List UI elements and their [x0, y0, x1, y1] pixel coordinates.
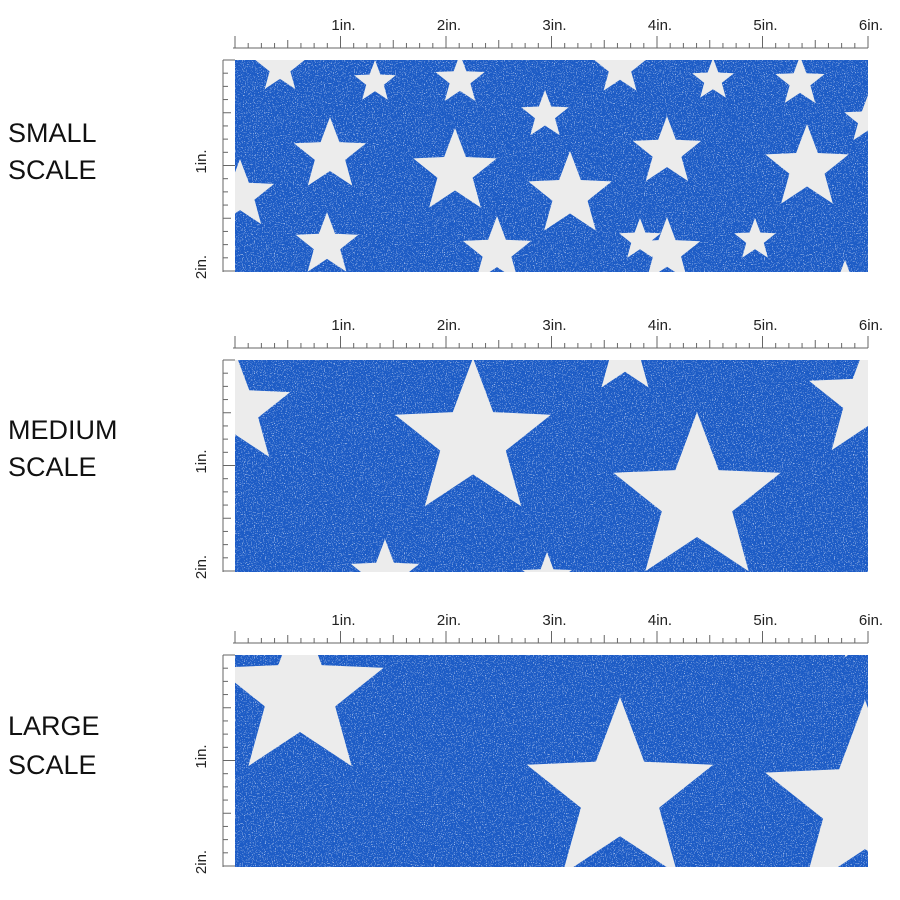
scale-label: MEDIUM	[8, 415, 118, 445]
scale-label: SCALE	[8, 750, 97, 780]
ruler-label: 1in.	[193, 149, 210, 173]
star	[528, 151, 612, 231]
star	[413, 128, 497, 208]
star	[844, 655, 849, 658]
star	[809, 360, 868, 451]
ruler-label: 5in.	[753, 317, 777, 334]
star	[775, 60, 825, 103]
ruler-label: 2in.	[193, 255, 210, 279]
star	[235, 360, 291, 457]
scale-panel: MEDIUM SCALE 1in. 2in. 3in. 4in. 5in. 6in. 1in. 2…	[8, 317, 883, 579]
ruler-label: 5in.	[753, 17, 777, 34]
ruler-label: 2in.	[193, 555, 210, 579]
ruler-label: 1in.	[331, 17, 355, 34]
ruler-label: 4in.	[648, 612, 672, 629]
ruler-label: 2in.	[437, 317, 461, 334]
ruler-label: 2in.	[193, 850, 210, 874]
star	[521, 90, 569, 136]
ruler-label: 1in.	[193, 744, 210, 768]
star	[765, 700, 868, 867]
star	[350, 539, 420, 572]
glitter	[235, 360, 868, 572]
star	[613, 412, 781, 572]
fabric-swatch	[235, 60, 868, 272]
ruler-label: 2in.	[437, 612, 461, 629]
ruler-label: 1in.	[331, 612, 355, 629]
ruler-label: 6in.	[859, 317, 883, 334]
scale-label: LARGE	[8, 711, 100, 741]
star	[844, 95, 868, 141]
ruler-label: 1in.	[193, 449, 210, 473]
ruler-label: 5in.	[753, 612, 777, 629]
scale-label: SMALL	[8, 118, 97, 148]
star	[435, 60, 485, 101]
ruler-label: 2in.	[437, 17, 461, 34]
star	[293, 117, 367, 186]
ruler-label: 1in.	[331, 317, 355, 334]
star	[354, 60, 396, 100]
star	[255, 60, 305, 89]
scale-label: SCALE	[8, 452, 97, 482]
star	[462, 216, 532, 272]
ruler-label: 6in.	[859, 612, 883, 629]
star	[734, 218, 776, 258]
star	[295, 212, 359, 272]
star	[235, 159, 275, 225]
star	[692, 60, 734, 98]
star	[765, 124, 849, 204]
ruler-label: 4in.	[648, 17, 672, 34]
ruler-label: 3in.	[542, 317, 566, 334]
ruler-label: 3in.	[542, 17, 566, 34]
star	[601, 360, 649, 388]
star	[619, 218, 661, 258]
scale-label: SCALE	[8, 155, 97, 185]
fabric-swatch	[235, 360, 868, 572]
star	[633, 217, 701, 272]
star	[522, 552, 572, 572]
scale-panel: LARGE SCALE 1in. 2in. 3in. 4in. 5in. 6in. 1in. 2i…	[8, 612, 883, 874]
star	[632, 116, 702, 182]
ruler-label: 6in.	[859, 17, 883, 34]
star	[840, 260, 850, 272]
star	[235, 655, 384, 767]
ruler-label: 4in.	[648, 317, 672, 334]
fabric-swatch	[235, 655, 868, 867]
star	[594, 60, 646, 91]
scale-panel: SMALL SCALE 1in. 2in. 3in. 4in. 5in. 6in. 1in. 2i…	[8, 17, 883, 279]
star	[395, 360, 551, 507]
star	[526, 697, 714, 867]
ruler-label: 3in.	[542, 612, 566, 629]
